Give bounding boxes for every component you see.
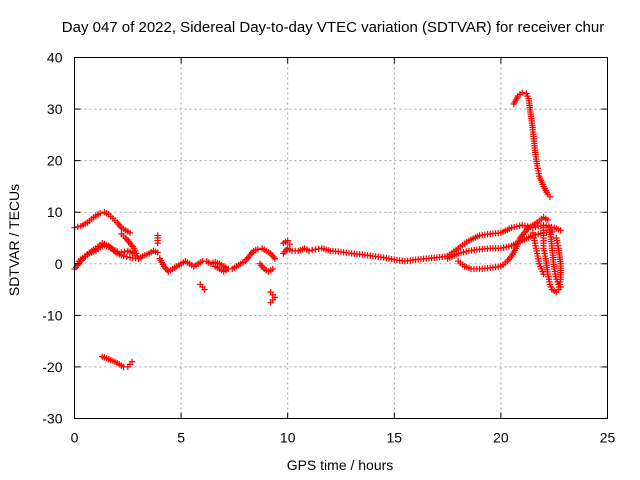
data-point (135, 255, 142, 262)
data-point (546, 193, 554, 200)
series-trace-r (540, 224, 564, 296)
data-point (540, 270, 547, 278)
series-trace-a (71, 209, 134, 237)
series-trace-t (546, 224, 564, 291)
y-axis-label: SDTVAR / TECUs (6, 184, 22, 296)
y-tick-label: 10 (47, 204, 63, 220)
data-point (254, 246, 262, 253)
series-trace-d (118, 230, 142, 262)
series-trace-i (212, 263, 232, 275)
series-trace-q (510, 89, 554, 200)
data-point (271, 255, 279, 262)
series-trace-n (444, 221, 564, 260)
chart-title: Day 047 of 2022, Sidereal Day-to-day VTE… (62, 19, 604, 36)
data-point (269, 265, 276, 273)
plot-frame (74, 57, 608, 419)
y-tick-label: 40 (47, 50, 63, 66)
series-trace-h (197, 281, 208, 293)
x-tick-label: 0 (71, 430, 79, 446)
data-point (224, 265, 232, 273)
data-point (154, 232, 161, 239)
data-point (120, 252, 127, 260)
data-point (123, 253, 130, 261)
series-trace-m (280, 237, 294, 248)
data-point (544, 216, 552, 224)
y-tick-label: 0 (55, 256, 63, 272)
y-tick-label: -10 (42, 307, 62, 323)
series-trace-c (75, 239, 161, 265)
y-tick-label: -30 (42, 411, 62, 427)
data-point (74, 223, 81, 231)
data-point (553, 234, 560, 242)
data-point (309, 246, 316, 254)
data-point (267, 299, 274, 306)
series-trace-j (256, 260, 276, 275)
series-trace-k (267, 288, 279, 306)
data-point (519, 89, 526, 96)
y-tick-label: -20 (42, 359, 62, 375)
data-point (557, 227, 564, 234)
x-tick-label: 5 (177, 430, 185, 446)
data-point (286, 240, 294, 248)
x-axis-label: GPS time / hours (287, 457, 394, 473)
series-trace-g (156, 245, 279, 275)
data-point (128, 358, 136, 365)
series-trace-e (154, 232, 161, 247)
data-point (154, 249, 161, 256)
tick-layer: 0 5 10 15 20 25 -30 -20 -10 0 10 20 30 40 (42, 50, 615, 446)
data-point (284, 237, 291, 244)
data-layer (71, 89, 564, 371)
data-point (96, 210, 104, 217)
x-tick-label: 20 (493, 430, 509, 446)
y-tick-label: 20 (47, 153, 63, 169)
data-point (201, 286, 208, 293)
x-tick-label: 25 (600, 430, 616, 446)
data-point (305, 247, 313, 255)
data-point (557, 283, 564, 291)
y-tick-label: 30 (47, 101, 63, 117)
data-point (126, 229, 134, 237)
x-tick-label: 10 (280, 430, 296, 446)
series-trace-f (99, 353, 136, 371)
series-trace-s (529, 229, 547, 278)
series-trace-p (455, 214, 552, 273)
x-tick-label: 15 (387, 430, 403, 446)
